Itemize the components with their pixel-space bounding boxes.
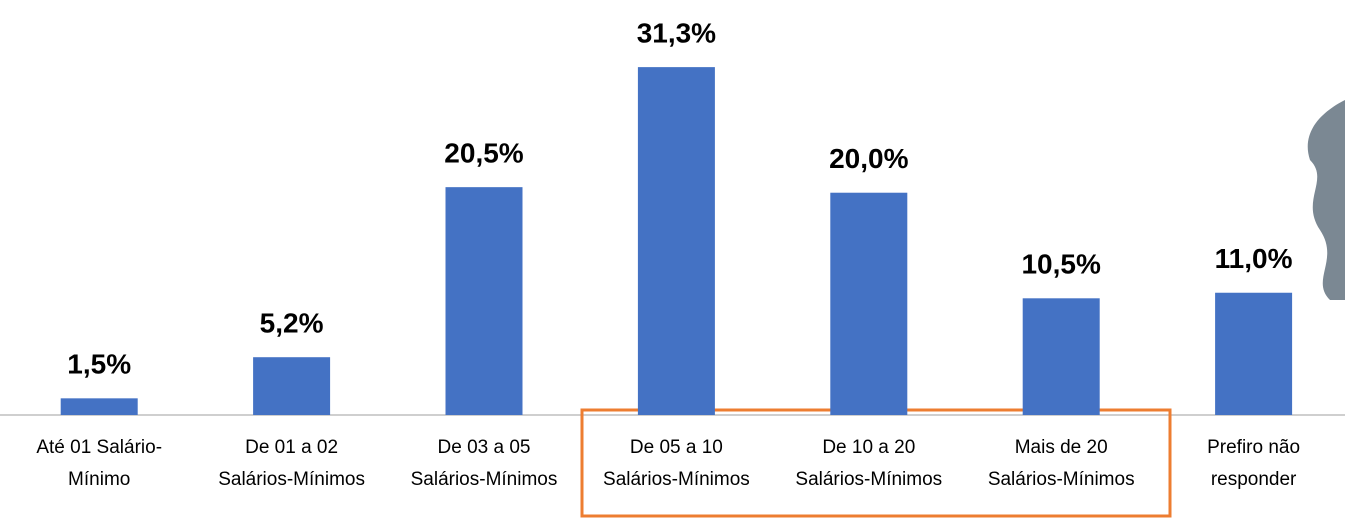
x-tick-label: Salários-Mínimos [603,469,750,490]
bar [637,67,715,415]
bar [253,357,331,415]
bar [60,398,138,415]
value-label: 20,0% [829,143,908,174]
bar [1215,292,1293,415]
x-tick-label: Até 01 Salário- [36,437,162,458]
value-label: 10,5% [1021,249,1100,280]
value-label: 20,5% [444,138,523,169]
x-tick-label: responder [1211,469,1297,490]
x-tick-label: Salários-Mínimos [795,469,942,490]
decoration [1307,100,1345,300]
bar [445,187,523,415]
bar [830,192,908,415]
x-tick-label: Mínimo [68,469,130,490]
bar [1022,298,1100,415]
value-label: 5,2% [260,308,324,339]
x-tick-label: Salários-Mínimos [988,469,1135,490]
x-tick-label: De 01 a 02 [245,437,338,458]
x-tick-label: Salários-Mínimos [218,469,365,490]
x-tick-label: Salários-Mínimos [411,469,558,490]
x-tick-label: Mais de 20 [1015,437,1108,458]
value-label: 1,5% [67,349,131,380]
x-tick-label: De 03 a 05 [438,437,531,458]
highlight-box [580,408,1172,518]
value-label: 31,3% [637,18,716,49]
value-label: 11,0% [1215,243,1293,274]
x-tick-label: Prefiro não [1207,437,1300,458]
x-tick-label: De 05 a 10 [630,437,723,458]
x-tick-label: De 10 a 20 [822,437,915,458]
